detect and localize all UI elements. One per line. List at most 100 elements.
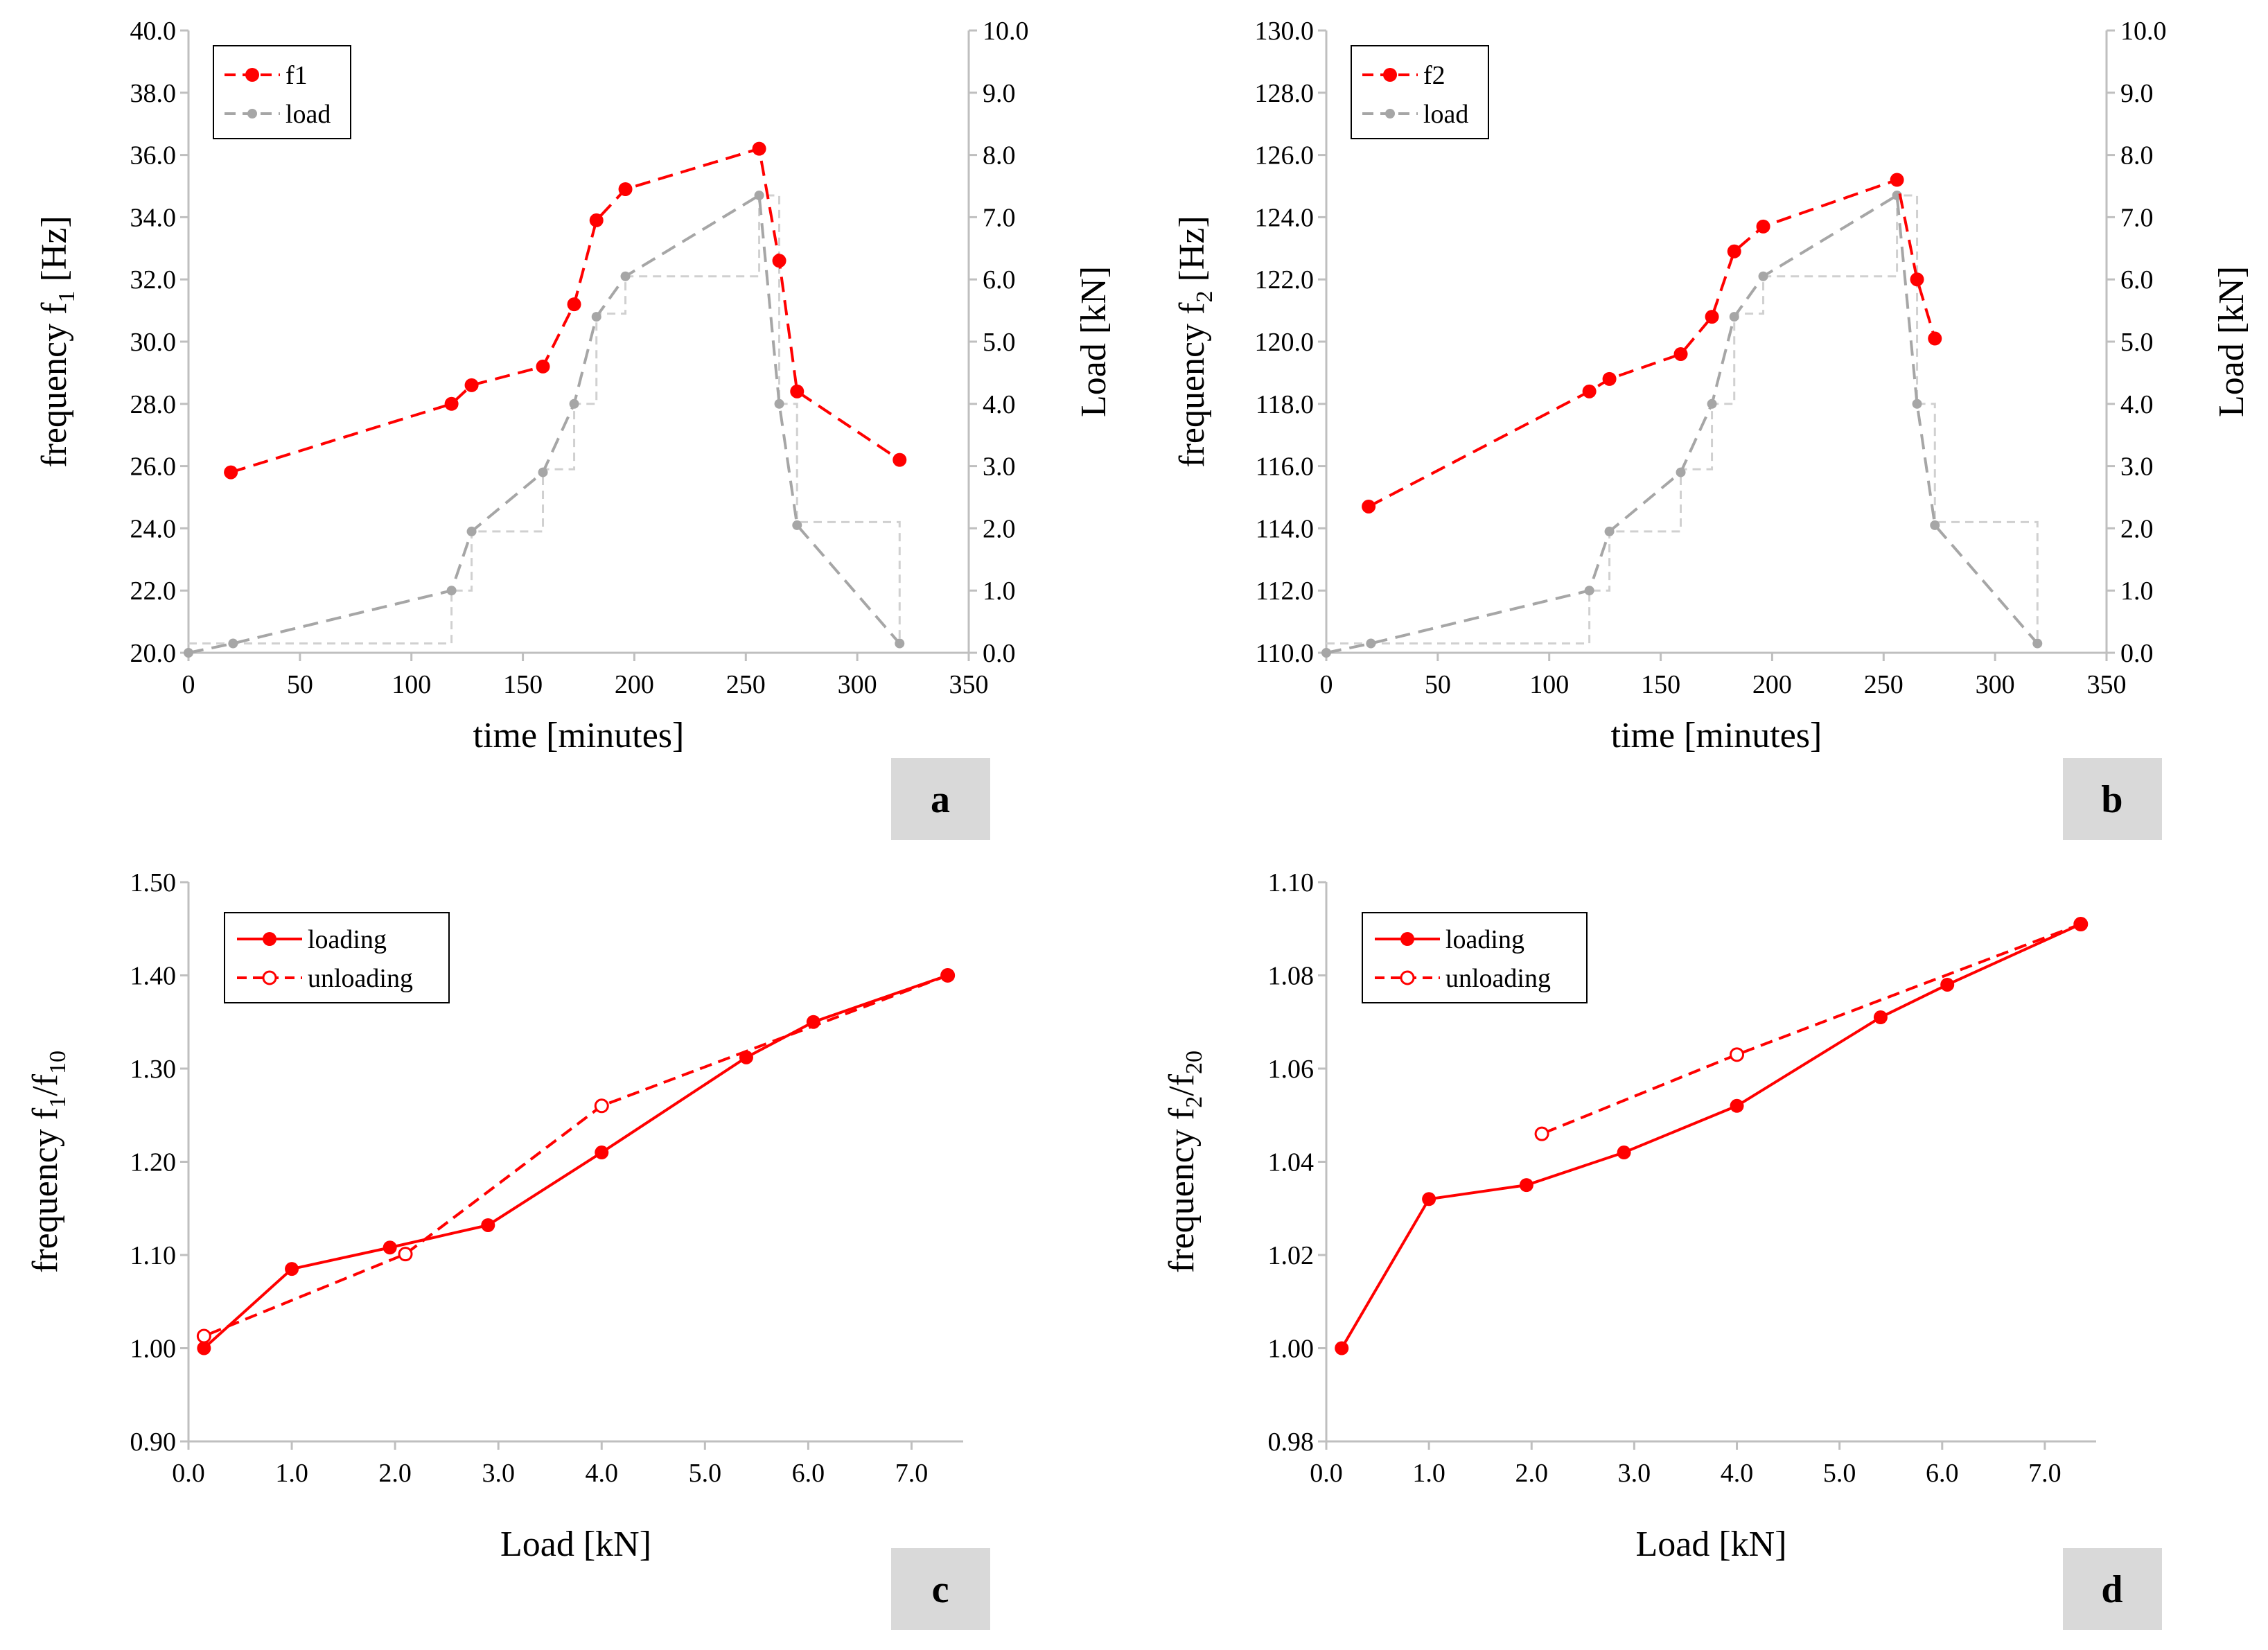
y-tick-label: 1.00	[1268, 1335, 1315, 1364]
panel-badge	[2063, 1548, 2162, 1630]
y-tick-label: 0.90	[130, 1428, 177, 1457]
y-axis-label: frequency f2 [Hz]	[1172, 216, 1217, 467]
loading-point	[806, 1015, 820, 1029]
load-point	[228, 638, 238, 649]
legend-marker-loading	[1400, 932, 1414, 946]
load-point	[1930, 520, 1940, 530]
loading-series-line	[203, 974, 949, 1349]
unloading-point	[594, 1098, 609, 1114]
y2-axis-label: Load [kN]	[1074, 266, 1114, 417]
y-tick-label: 40.0	[130, 17, 177, 46]
y2-tick-label: 6.0	[2120, 265, 2154, 295]
frequency-point	[772, 254, 786, 268]
y-tick-label: 1.10	[1268, 868, 1315, 897]
y-axis-label-main: frequency f	[1172, 302, 1212, 468]
load-point	[466, 526, 477, 536]
y2-tick-label: 6.0	[983, 265, 1016, 295]
panel-badge	[891, 1548, 990, 1630]
x-tick-label: 250	[726, 670, 766, 699]
legend-label-loading: loading	[1445, 925, 1524, 954]
frequency-point	[567, 297, 581, 312]
x-tick-label: 5.0	[1823, 1459, 1856, 1488]
x-tick-label: 200	[1752, 670, 1792, 699]
x-tick-label: 7.0	[895, 1459, 929, 1488]
load-point	[569, 398, 579, 409]
load-point	[792, 520, 802, 530]
load-point	[1912, 398, 1922, 409]
y-tick-label: 34.0	[130, 203, 177, 232]
x-tick-label: 3.0	[1618, 1459, 1651, 1488]
y-tick-label: 1.02	[1268, 1241, 1315, 1270]
load-point	[184, 648, 193, 658]
y2-tick-label: 3.0	[983, 453, 1016, 482]
y2-tick-label: 2.0	[983, 514, 1016, 543]
y2-tick-label: 8.0	[983, 141, 1016, 170]
x-tick-label: 300	[838, 670, 877, 699]
legend-box	[1362, 912, 1588, 1003]
x-tick-label: 0.0	[1310, 1459, 1343, 1488]
y-tick-label: 110.0	[1256, 639, 1314, 668]
unloading-point	[1534, 1126, 1549, 1141]
y-tick-label: 30.0	[130, 328, 177, 357]
loading-point	[2073, 917, 2088, 931]
unloading-point	[196, 1328, 211, 1344]
y2-tick-label: 7.0	[983, 203, 1016, 232]
x-tick-label: 6.0	[1926, 1459, 1959, 1488]
y-tick-label: 1.50	[130, 868, 177, 897]
y-tick-label: 1.40	[130, 962, 177, 991]
y2-tick-label: 10.0	[983, 17, 1029, 46]
x-tick-label: 5.0	[689, 1459, 722, 1488]
frequency-point	[790, 384, 805, 398]
y-tick-label: 1.04	[1268, 1148, 1315, 1177]
loading-point	[1873, 1010, 1888, 1025]
frequency-point	[1756, 219, 1770, 234]
load-step-line	[1326, 194, 2039, 645]
x-tick-label: 1.0	[1412, 1459, 1445, 1488]
legend-label-unloading: unloading	[1445, 964, 1551, 993]
y2-tick-label: 1.0	[2120, 577, 2154, 606]
y-tick-label: 112.0	[1256, 577, 1314, 606]
loading-point	[595, 1146, 609, 1160]
legend-box	[224, 912, 450, 1003]
frequency-point	[444, 396, 459, 411]
y2-tick-label: 4.0	[983, 390, 1016, 419]
chart-panel-c: 0.90 1.00 1.10 1.20 1.30 1.40 1.50 0.0 1.0 2.0 3.0…	[26, 868, 990, 1630]
legend-label-loading: loading	[308, 925, 387, 954]
load-series-line	[188, 193, 901, 654]
load-point	[1321, 648, 1331, 658]
load-point	[754, 190, 764, 200]
legend-label-load: load	[1423, 100, 1468, 129]
legend-marker-load	[1385, 109, 1395, 119]
panel-badge	[891, 758, 990, 840]
y2-tick-label: 0.0	[983, 639, 1016, 668]
panel-badge-label: a	[931, 778, 950, 821]
unloading-series-line	[203, 974, 949, 1337]
load-point	[1676, 467, 1686, 477]
x-tick-label: 4.0	[1721, 1459, 1754, 1488]
loading-point	[1940, 977, 1955, 992]
x-axis-label: Load [kN]	[500, 1525, 651, 1564]
load-point	[446, 586, 457, 596]
load-point	[1604, 526, 1615, 536]
load-point	[895, 638, 905, 649]
chart-panel-b: 110.0 112.0 114.0 116.0 118.0 120.0 122.0 124.0…	[1172, 17, 2251, 840]
x-tick-label: 4.0	[586, 1459, 619, 1488]
x-tick-label: 300	[1976, 670, 2015, 699]
y-axis-label-subscript-2: 20	[1181, 1051, 1207, 1074]
frequency-point	[618, 182, 633, 196]
y-tick-label: 32.0	[130, 265, 177, 295]
y-tick-label: 124.0	[1255, 203, 1315, 232]
panel-badge-label: b	[2101, 778, 2122, 821]
load-point	[1707, 398, 1717, 409]
y-axis-label-subscript: 2	[1181, 1096, 1207, 1108]
frequency-point	[224, 465, 238, 480]
x-tick-label: 2.0	[1515, 1459, 1549, 1488]
y2-tick-label: 0.0	[2120, 639, 2154, 668]
loading-point	[940, 968, 955, 983]
legend-marker-frequency	[245, 68, 259, 82]
y-tick-label: 130.0	[1255, 17, 1315, 46]
frequency-point	[1890, 173, 1904, 187]
y2-tick-label: 5.0	[983, 328, 1016, 357]
legend-marker-loading	[263, 932, 276, 946]
y-tick-label: 128.0	[1255, 79, 1315, 108]
